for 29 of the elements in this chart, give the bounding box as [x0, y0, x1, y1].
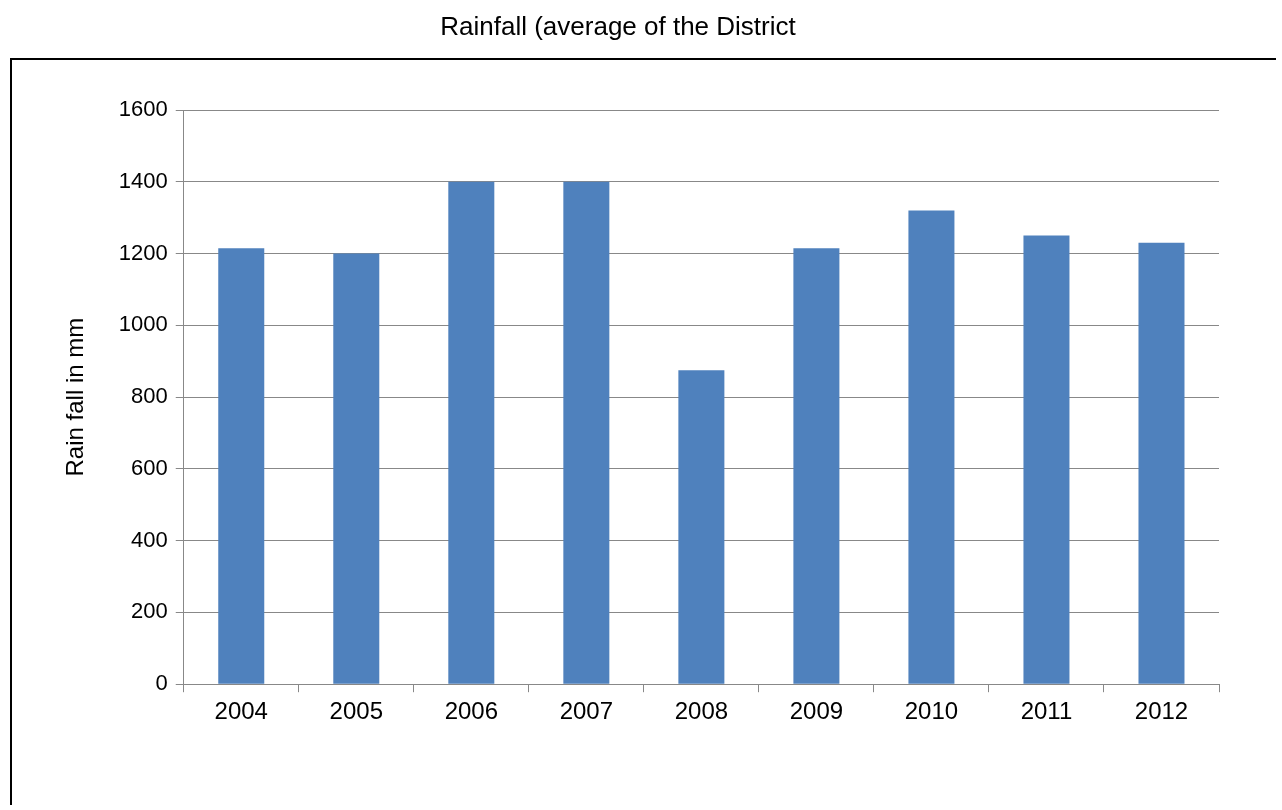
bar	[1023, 235, 1070, 684]
y-axis-title: Rain fall in mm	[61, 317, 89, 477]
y-tick-label: 200	[131, 598, 168, 624]
x-tick-label: 2008	[674, 697, 729, 725]
y-tick-label: 800	[131, 383, 168, 409]
x-tick-label: 2005	[329, 697, 383, 725]
bar	[678, 370, 725, 684]
bar	[1138, 242, 1185, 684]
y-tick-label: 1600	[118, 96, 168, 122]
x-tick-label: 2012	[1134, 697, 1189, 725]
x-tick-label: 2007	[559, 697, 614, 725]
x-tick-label: 2004	[214, 697, 268, 725]
y-tick-label: 400	[131, 526, 168, 552]
bar	[563, 181, 610, 684]
x-tick-label: 2011	[1020, 697, 1073, 725]
bar	[793, 248, 840, 684]
bar	[448, 181, 495, 684]
y-tick-label: 1000	[118, 311, 168, 337]
y-tick-label: 0	[155, 670, 168, 696]
bar	[333, 253, 380, 684]
bar	[908, 210, 955, 684]
chart-title: Rainfall (average of the District	[439, 10, 797, 43]
x-tick-label: 2010	[904, 697, 959, 725]
x-tick-label: 2006	[444, 697, 499, 725]
x-tick-label: 2009	[789, 697, 844, 725]
y-tick-label: 600	[131, 454, 168, 480]
y-tick-label: 1400	[118, 167, 168, 193]
y-tick-label: 1200	[118, 239, 168, 265]
bar	[218, 248, 265, 684]
